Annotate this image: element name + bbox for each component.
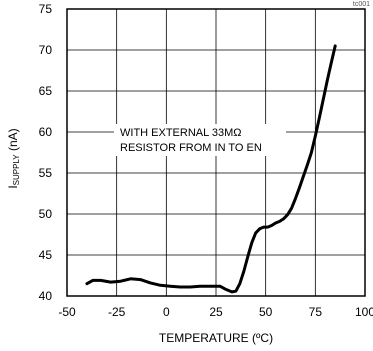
y-tick-label: 60 (39, 125, 53, 139)
x-tick-label: 75 (309, 305, 323, 319)
annotation-line-2: RESISTOR FROM IN TO EN (120, 142, 262, 154)
plot-frame (66, 8, 366, 297)
y-axis-title-unit: (nA) (6, 128, 20, 154)
y-tick-label: 40 (39, 289, 53, 303)
y-tick-label: 50 (39, 207, 53, 221)
y-tick-label: 75 (39, 2, 53, 16)
x-tick-label: 25 (209, 305, 223, 319)
x-tick-label: 100 (355, 305, 373, 319)
y-tick-label: 70 (39, 43, 53, 57)
x-tick-label: 0 (163, 305, 170, 319)
y-tick-label: 45 (39, 248, 53, 262)
x-tick-label: -50 (58, 305, 76, 319)
y-tick-label: 55 (39, 166, 53, 180)
corner-label: tc001 (353, 1, 370, 8)
x-tick-label: -25 (108, 305, 126, 319)
y-axis-title: ISUPPLY (nA) (6, 128, 21, 188)
x-axis-title: TEMPERATURE (ºC) (159, 331, 273, 345)
y-axis-title-main: I (6, 185, 20, 188)
annotation-line-1: WITH EXTERNAL 33MΩ (120, 127, 242, 139)
tick-labels: -50 -25 0 25 50 75 100 40 45 50 55 60 65 70 75 (39, 2, 373, 319)
supply-current-series-line (85, 44, 337, 294)
x-tick-label: 50 (259, 305, 273, 319)
annotation-background (114, 124, 286, 156)
y-axis-title-subscript: SUPPLY (12, 154, 21, 186)
y-tick-label: 65 (39, 84, 53, 98)
